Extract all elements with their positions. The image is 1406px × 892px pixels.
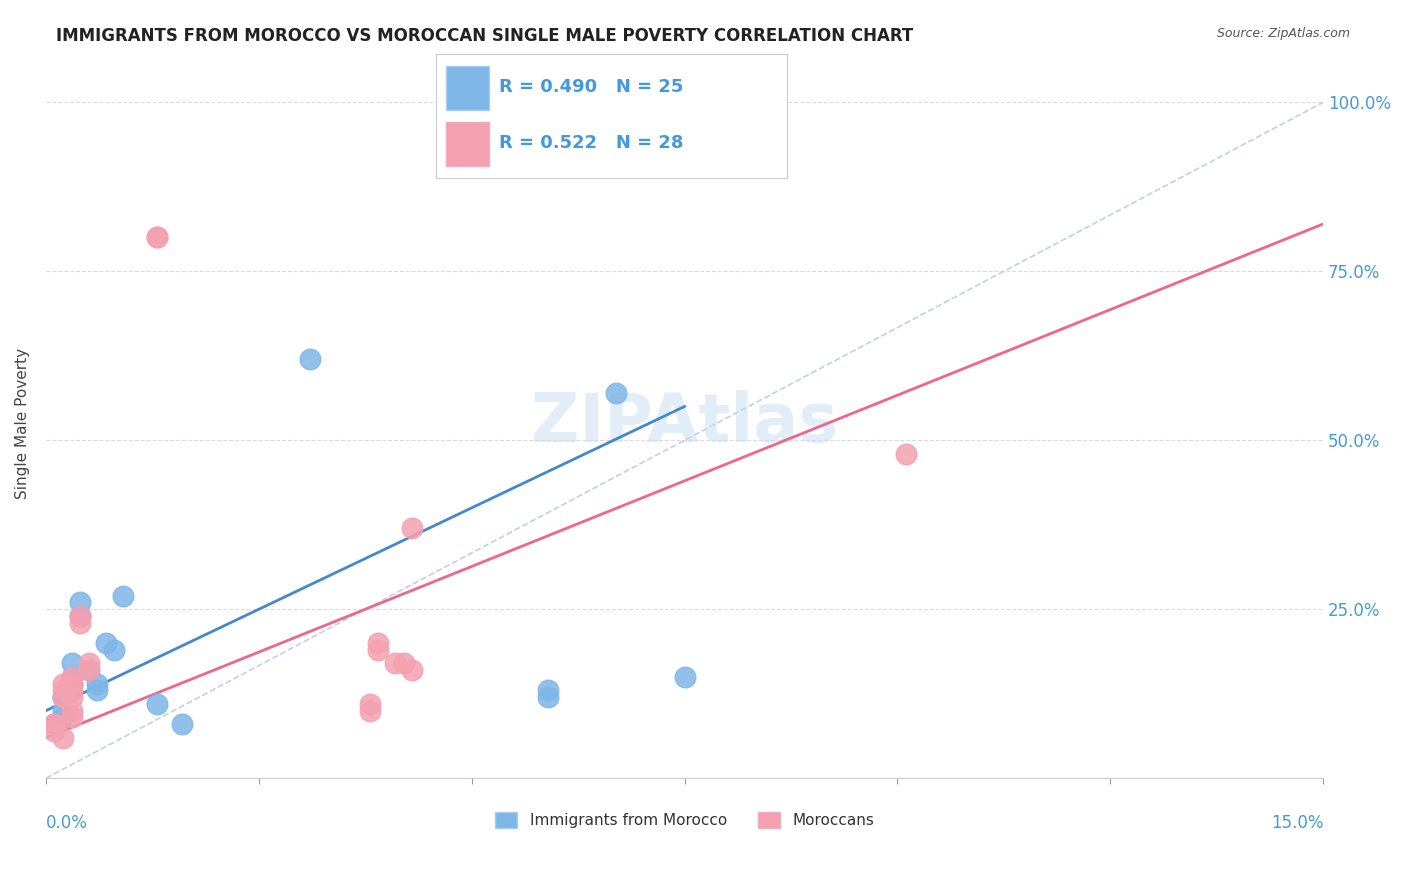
Point (384, 657, 406, 671)
Point (103, 642, 125, 657)
Legend: Immigrants from Morocco, Moroccans: Immigrants from Morocco, Moroccans (488, 806, 880, 834)
Point (60, 683, 83, 698)
Point (145, 697, 167, 711)
Text: 15.0%: 15.0% (1271, 814, 1323, 831)
Point (367, 642, 389, 657)
Point (401, 521, 423, 535)
Point (60, 676, 83, 690)
Point (77, 657, 100, 671)
Point (52, 704, 75, 718)
Point (52, 731, 75, 745)
Point (52, 676, 75, 690)
Point (44, 717, 66, 731)
Point (94, 636, 117, 650)
Point (359, 697, 381, 711)
Point (60, 670, 83, 684)
Point (52, 683, 75, 698)
Point (298, 352, 321, 367)
Point (60, 710, 83, 724)
Point (537, 683, 560, 698)
Y-axis label: Single Male Poverty: Single Male Poverty (15, 348, 30, 499)
Point (52, 710, 75, 724)
Point (69, 609, 91, 624)
Point (401, 663, 423, 677)
Point (44, 717, 66, 731)
Point (605, 386, 627, 401)
Point (673, 143, 696, 157)
Point (60, 704, 83, 718)
Text: Source: ZipAtlas.com: Source: ZipAtlas.com (1216, 27, 1350, 40)
Point (44, 717, 66, 731)
Point (145, 230, 167, 244)
Point (52, 690, 75, 705)
Point (60, 657, 83, 671)
Point (69, 615, 91, 630)
Point (145, 230, 167, 244)
Point (69, 609, 91, 624)
Point (537, 690, 560, 705)
Point (44, 723, 66, 738)
Text: IMMIGRANTS FROM MOROCCO VS MOROCCAN SINGLE MALE POVERTY CORRELATION CHART: IMMIGRANTS FROM MOROCCO VS MOROCCAN SING… (56, 27, 914, 45)
Point (894, 447, 917, 461)
Point (60, 670, 83, 684)
Point (86, 676, 108, 690)
Text: 0.0%: 0.0% (46, 814, 87, 831)
Point (111, 589, 134, 603)
Point (172, 717, 194, 731)
Point (77, 663, 100, 677)
Point (392, 657, 415, 671)
Point (44, 717, 66, 731)
Point (52, 690, 75, 705)
FancyBboxPatch shape (447, 122, 489, 166)
Point (77, 663, 100, 677)
Point (359, 704, 381, 718)
Point (673, 670, 696, 684)
Text: R = 0.522   N = 28: R = 0.522 N = 28 (499, 135, 683, 153)
Point (60, 676, 83, 690)
Text: R = 0.490   N = 25: R = 0.490 N = 25 (499, 78, 683, 96)
Point (86, 683, 108, 698)
Point (69, 595, 91, 609)
Text: ZIPAtlas: ZIPAtlas (531, 391, 838, 457)
Point (367, 636, 389, 650)
Point (60, 690, 83, 705)
FancyBboxPatch shape (447, 66, 489, 110)
Point (52, 690, 75, 705)
